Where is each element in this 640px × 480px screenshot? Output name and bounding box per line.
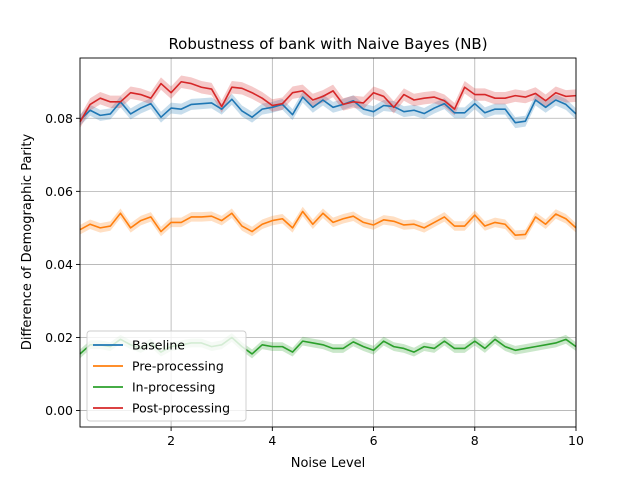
axes-spines bbox=[79, 57, 577, 428]
x-axis-ticks: 2 4 6 8 10 bbox=[167, 427, 584, 448]
axes-frame bbox=[79, 57, 577, 428]
line-series-0 bbox=[79, 96, 577, 124]
x-tick-label: 10 bbox=[568, 433, 584, 448]
legend-entry: In-processing bbox=[132, 380, 215, 395]
x-tick-label: 6 bbox=[370, 433, 378, 448]
legend-entry: Baseline bbox=[132, 338, 185, 353]
y-axis-label: Difference of Demographic Parity bbox=[20, 134, 35, 351]
legend-entry: Pre-processing bbox=[132, 359, 224, 374]
legend: Baseline Pre-processing In-processing Post-… bbox=[86, 330, 247, 422]
y-tick-label: 0.08 bbox=[45, 111, 73, 126]
x-tick-label: 4 bbox=[268, 433, 276, 448]
band-series-3 bbox=[80, 75, 576, 129]
band-series-0 bbox=[80, 91, 576, 129]
chart-title: Robustness of bank with Naive Bayes (NB) bbox=[168, 35, 487, 53]
y-tick-label: 0.02 bbox=[45, 330, 73, 345]
band-series-1 bbox=[80, 206, 576, 240]
line-series-3 bbox=[79, 80, 577, 123]
x-axis-label: Noise Level bbox=[291, 456, 366, 471]
confidence-bands bbox=[80, 75, 576, 359]
legend-entry: Post-processing bbox=[132, 401, 230, 416]
line-series-1 bbox=[79, 210, 577, 236]
y-tick-label: 0.04 bbox=[45, 257, 73, 272]
x-tick-label: 2 bbox=[167, 433, 175, 448]
x-tick-label: 8 bbox=[471, 433, 479, 448]
band-series-2 bbox=[80, 333, 576, 359]
y-axis-ticks: 0.00 0.02 0.04 0.06 0.08 bbox=[45, 111, 80, 418]
legend-box bbox=[86, 330, 247, 422]
y-tick-label: 0.00 bbox=[45, 403, 73, 418]
y-tick-label: 0.06 bbox=[45, 184, 73, 199]
